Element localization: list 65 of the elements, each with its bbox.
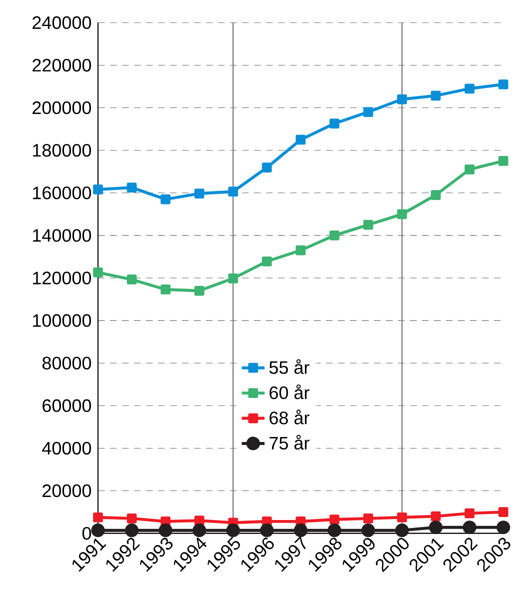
point xyxy=(126,513,137,524)
point xyxy=(397,512,407,522)
point xyxy=(496,520,510,534)
point xyxy=(395,524,409,538)
legend-label: 68 år xyxy=(270,410,310,424)
point xyxy=(296,134,306,145)
y-tick-label: 0 xyxy=(82,526,92,540)
point xyxy=(194,188,204,198)
point xyxy=(428,520,443,534)
point xyxy=(464,164,474,174)
y-tick-label: 100000 xyxy=(33,314,92,327)
point xyxy=(464,84,474,94)
y-tick-label: 180000 xyxy=(33,144,92,157)
point xyxy=(464,508,474,518)
point xyxy=(126,274,137,284)
point xyxy=(93,512,103,522)
point xyxy=(363,107,374,117)
legend-label: 75 år xyxy=(270,434,310,450)
point xyxy=(498,156,508,166)
point xyxy=(160,284,170,294)
y-tick-label: 160000 xyxy=(33,186,92,200)
point xyxy=(361,524,376,538)
point xyxy=(363,513,374,524)
point xyxy=(363,220,374,230)
point xyxy=(430,190,441,200)
y-tick-label: 60000 xyxy=(42,399,92,412)
y-tick-label: 200000 xyxy=(32,101,92,114)
point xyxy=(262,162,272,173)
point xyxy=(93,268,103,278)
point xyxy=(328,524,342,538)
point xyxy=(462,520,476,534)
point xyxy=(228,273,238,284)
point xyxy=(260,524,274,538)
point xyxy=(397,94,407,104)
legend-label: 60 år xyxy=(270,384,310,400)
y-tick-label: 140000 xyxy=(33,229,92,242)
point xyxy=(262,256,272,266)
point xyxy=(160,194,170,204)
point xyxy=(498,79,508,90)
y-tick-label: 80000 xyxy=(42,356,92,370)
y-tick-label: 220000 xyxy=(32,58,92,72)
point xyxy=(228,186,238,197)
point xyxy=(93,184,103,194)
point xyxy=(397,209,407,220)
point xyxy=(294,524,308,538)
point xyxy=(226,524,240,538)
point xyxy=(330,230,340,240)
point xyxy=(91,524,105,538)
point xyxy=(330,118,340,128)
y-tick-label: 120000 xyxy=(33,272,92,284)
point xyxy=(296,245,306,256)
y-tick-label: 240000 xyxy=(32,16,92,30)
point xyxy=(124,524,139,538)
point xyxy=(126,182,137,193)
legend-label: 55 år xyxy=(269,359,310,374)
point xyxy=(192,524,206,538)
y-tick-label: 20000 xyxy=(42,484,92,498)
point xyxy=(430,90,441,101)
point xyxy=(498,507,508,517)
y-tick-label: 40000 xyxy=(42,442,92,455)
point xyxy=(158,524,172,538)
point xyxy=(194,516,204,526)
point xyxy=(430,511,441,522)
point xyxy=(330,514,340,524)
point xyxy=(194,286,204,296)
